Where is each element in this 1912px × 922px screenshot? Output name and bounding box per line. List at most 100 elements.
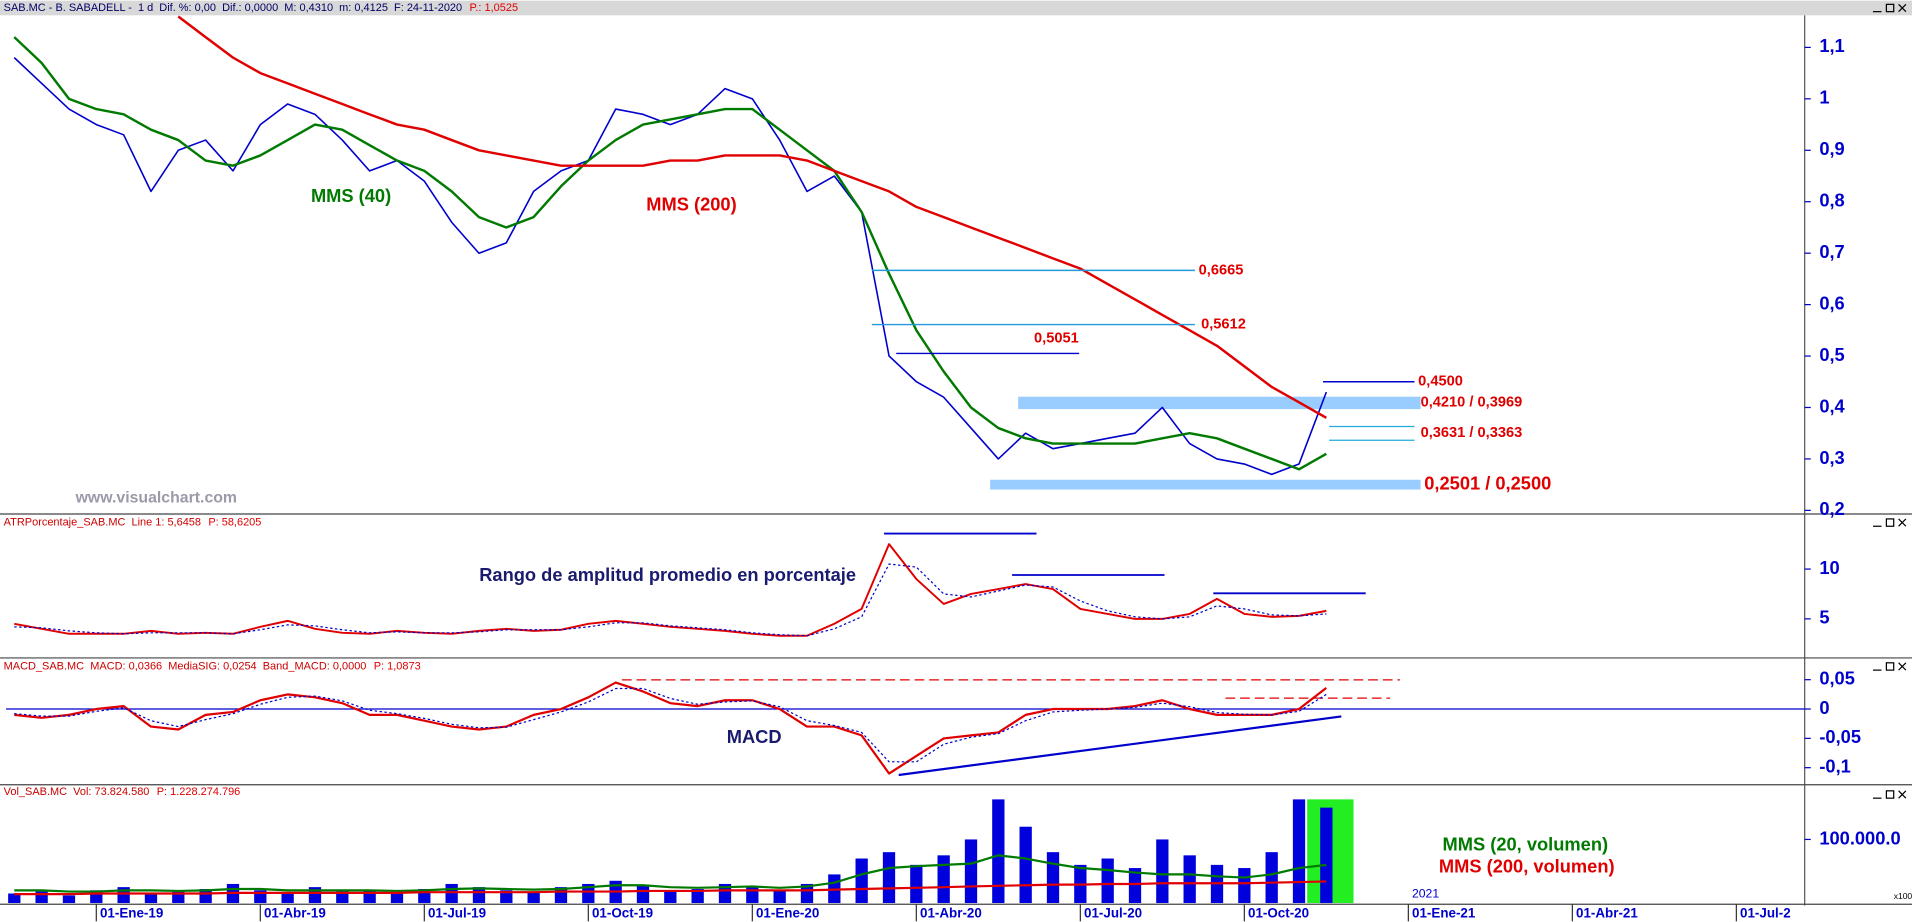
x-tick-label: 01-Oct-19 bbox=[592, 906, 653, 921]
series-line bbox=[14, 854, 1327, 893]
panel-header-extra: P: 1.228.274.796 bbox=[157, 786, 241, 798]
series-line bbox=[14, 880, 1327, 896]
trend-line bbox=[898, 715, 1342, 777]
x-tick-label: 01-Oct-20 bbox=[1248, 906, 1309, 921]
x-tick-label: 01-Jul-19 bbox=[428, 906, 486, 921]
band-label: 0,3631 / 0,3363 bbox=[1421, 425, 1523, 441]
bar bbox=[937, 855, 950, 904]
bar bbox=[500, 890, 513, 904]
y-tick-label: 0,7 bbox=[1819, 241, 1844, 262]
panel-header: MACD_SAB.MC MACD: 0,0366 MediaSIG: 0,025… bbox=[4, 660, 367, 672]
level-label: 0,5051 bbox=[1034, 331, 1079, 347]
bar bbox=[281, 893, 294, 904]
y-tick-label: 0,2 bbox=[1819, 498, 1844, 519]
series-line bbox=[13, 36, 1327, 471]
y-tick-label: 5 bbox=[1819, 607, 1829, 628]
y-tick-label: 0,3 bbox=[1819, 447, 1844, 468]
close-icon bbox=[1898, 662, 1907, 671]
level-label: 0,6665 bbox=[1199, 262, 1244, 278]
bar bbox=[8, 893, 21, 904]
maximize-icon bbox=[1885, 3, 1895, 13]
x-tick-label: 01-Ene-20 bbox=[756, 906, 819, 921]
bar bbox=[336, 891, 349, 904]
series-line bbox=[14, 687, 1327, 763]
bar bbox=[800, 883, 814, 904]
x-tick-label: 01-Ene-19 bbox=[100, 906, 163, 921]
annotation: MMS (200) bbox=[646, 193, 736, 214]
y-tick-label: 0,9 bbox=[1819, 138, 1844, 159]
panel-header: Vol_SAB.MC Vol: 73.824.580 bbox=[4, 786, 150, 798]
bar bbox=[1320, 807, 1333, 904]
bar bbox=[144, 893, 158, 904]
maximize-icon bbox=[1885, 518, 1895, 527]
annotation: Rango de amplitud promedio en porcentaje bbox=[479, 564, 856, 585]
annotation: www.visualchart.com bbox=[75, 489, 237, 506]
close-icon bbox=[1898, 518, 1907, 527]
bar bbox=[1183, 855, 1196, 904]
bar bbox=[172, 891, 185, 904]
panel-header: ATRPorcentaje_SAB.MC Line 1: 5,6458 bbox=[4, 516, 201, 528]
band-label: 0,2501 / 0,2500 bbox=[1424, 472, 1551, 493]
bar bbox=[910, 864, 923, 904]
y-tick-label: 100.000.0 bbox=[1819, 827, 1900, 848]
panel-header: SAB.MC - B. SABADELL - 1 d Dif. %: 0,00 … bbox=[4, 2, 462, 14]
y-tick-label: -0,1 bbox=[1819, 756, 1851, 777]
y-tick-label: 0 bbox=[1819, 697, 1829, 718]
annotation: MACD bbox=[727, 726, 782, 747]
bar bbox=[445, 883, 458, 904]
annotation: MMS (40) bbox=[311, 185, 391, 206]
maximize-icon bbox=[1885, 790, 1895, 799]
x-tick-label: 01-Ene-21 bbox=[1412, 906, 1476, 921]
bar bbox=[691, 889, 704, 904]
series-line bbox=[13, 57, 1328, 476]
bar bbox=[855, 858, 868, 904]
year-label: 2021 bbox=[1412, 887, 1439, 901]
legend-entry: MMS (20, volumen) bbox=[1443, 834, 1609, 855]
x-tick-label: 01-Abr-21 bbox=[1576, 906, 1638, 921]
panel-header-extra: P: 58,6205 bbox=[208, 516, 261, 528]
y-tick-label: 0,4 bbox=[1819, 395, 1845, 416]
bar bbox=[390, 893, 404, 904]
x-tick-label: 01-Jul-2 bbox=[1740, 906, 1791, 921]
bar bbox=[1128, 868, 1142, 904]
bar bbox=[1019, 826, 1032, 904]
panel-header-extra: P.: 1,0525 bbox=[469, 2, 518, 14]
x-tick-label: 01-Abr-19 bbox=[264, 906, 326, 921]
level-label: 0,4500 bbox=[1418, 374, 1463, 390]
y-tick-label: 0,8 bbox=[1819, 190, 1844, 211]
y-tick-label: 0,5 bbox=[1819, 344, 1844, 365]
band bbox=[1018, 396, 1421, 410]
bar bbox=[718, 883, 732, 904]
bar bbox=[1238, 868, 1251, 904]
panel-header-extra: P: 1,0873 bbox=[374, 660, 421, 672]
legend-entry: MMS (200, volumen) bbox=[1439, 855, 1615, 876]
bar bbox=[527, 891, 540, 904]
bar bbox=[1101, 858, 1114, 904]
close-icon bbox=[1898, 790, 1907, 799]
bar bbox=[1156, 839, 1169, 904]
bar bbox=[992, 799, 1005, 904]
y-tick-label: 10 bbox=[1819, 557, 1839, 578]
bar bbox=[664, 890, 677, 904]
series-line bbox=[14, 543, 1327, 637]
y-tick-label: 1,1 bbox=[1819, 35, 1844, 56]
x-tick-label: 01-Jul-20 bbox=[1084, 906, 1142, 921]
band bbox=[990, 479, 1421, 490]
bar bbox=[35, 891, 48, 904]
bar bbox=[1292, 799, 1306, 904]
multiplier: x100 bbox=[1894, 891, 1912, 901]
bar bbox=[62, 895, 76, 904]
bar bbox=[964, 839, 978, 904]
bar bbox=[882, 852, 896, 904]
bar bbox=[1046, 852, 1060, 904]
y-tick-label: 0,6 bbox=[1819, 292, 1844, 313]
x-tick-label: 01-Abr-20 bbox=[920, 906, 982, 921]
y-tick-label: 0,05 bbox=[1819, 668, 1855, 689]
series-line bbox=[177, 15, 1327, 419]
close-icon bbox=[1898, 3, 1907, 13]
band-label: 0,4210 / 0,3969 bbox=[1421, 395, 1523, 411]
bar bbox=[582, 883, 595, 904]
bar bbox=[1265, 852, 1278, 904]
